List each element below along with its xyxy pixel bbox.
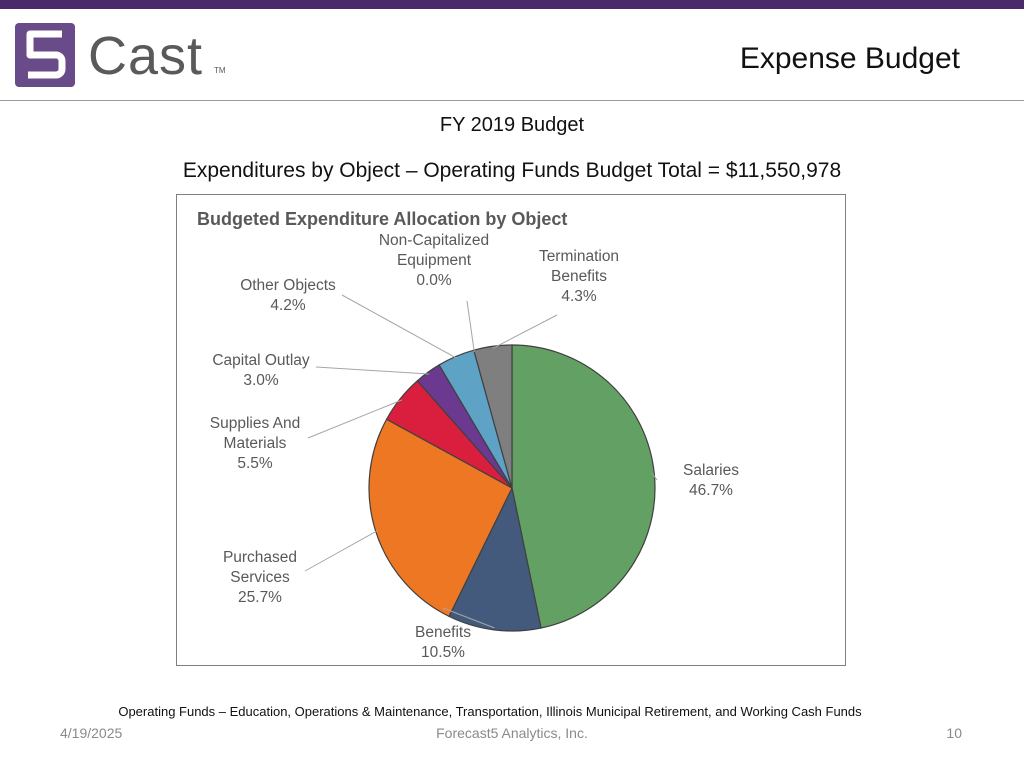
pie-chart: Budgeted Expenditure Allocation by Objec… <box>197 209 739 661</box>
leader-line <box>304 530 378 572</box>
slice-data-label: Non-Capitalized Equipment 0.0% <box>379 232 489 289</box>
leader-line <box>315 366 430 375</box>
pie-chart-frame: Budgeted Expenditure Allocation by Objec… <box>176 194 846 666</box>
header-divider <box>0 100 1024 101</box>
slice-data-label: Other Objects 4.2% <box>240 277 336 314</box>
footer-page-number: 10 <box>946 725 962 741</box>
leader-line <box>466 300 475 353</box>
leader-line <box>492 314 558 349</box>
slice-data-label: Supplies And Materials 5.5% <box>210 415 301 472</box>
slice-data-label: Salaries 46.7% <box>683 462 739 499</box>
footer-company: Forecast5 Analytics, Inc. <box>436 725 588 741</box>
logo-trademark: TM <box>214 66 226 75</box>
pie-slice-salaries <box>511 344 656 629</box>
budget-total-heading: Expenditures by Object – Operating Funds… <box>182 159 842 182</box>
slice-data-label: Capital Outlay 3.0% <box>212 352 310 389</box>
leader-line <box>341 294 458 359</box>
budget-year-heading: FY 2019 Budget <box>439 114 585 136</box>
slice-data-label: Termination Benefits 4.3% <box>539 248 619 305</box>
logo-mark-icon <box>15 23 75 87</box>
slice-data-label: Purchased Services 25.7% <box>223 549 297 606</box>
slice-data-label: Benefits 10.5% <box>415 624 471 661</box>
leader-line <box>651 473 658 481</box>
leader-line <box>442 607 495 629</box>
leader-line <box>307 399 403 439</box>
pie-slice-benefits <box>448 486 542 632</box>
logo-wordmark: Cast <box>88 26 204 86</box>
chart-title: Budgeted Expenditure Allocation by Objec… <box>197 209 567 229</box>
top-accent-band <box>0 0 1024 9</box>
footer-date: 4/19/2025 <box>60 725 123 741</box>
slide-title: Expense Budget <box>739 42 960 75</box>
funds-footnote: Operating Funds – Education, Operations … <box>118 704 862 719</box>
company-logo: Cast TM <box>14 22 226 88</box>
